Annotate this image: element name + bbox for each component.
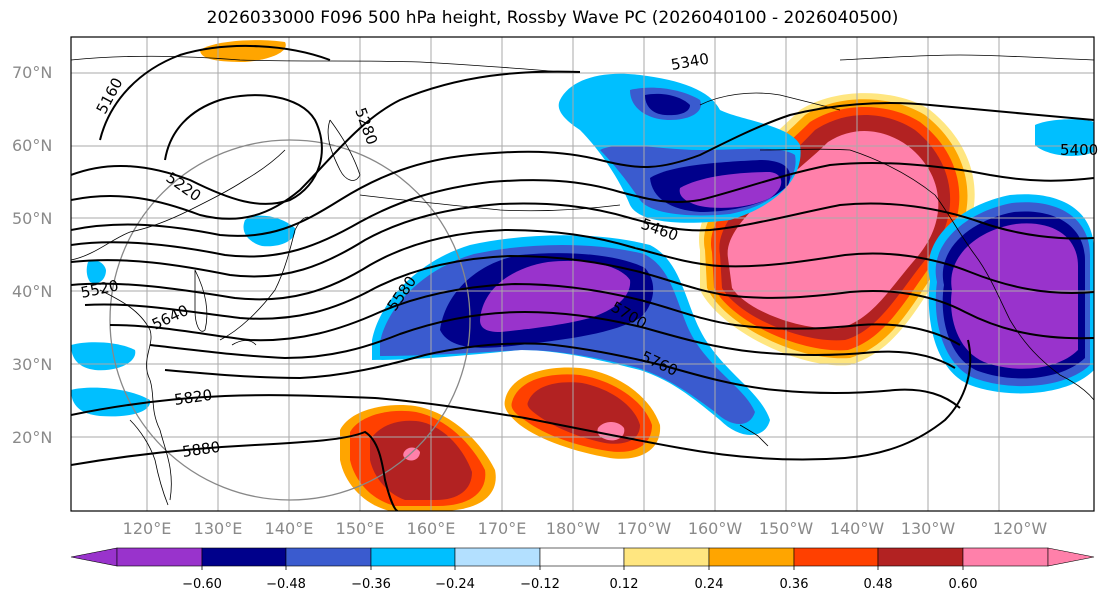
lon-label-150e: 150°E bbox=[336, 519, 385, 538]
lat-label-30n: 30°N bbox=[12, 355, 52, 374]
lat-label-70n: 70°N bbox=[12, 63, 52, 82]
coast-aleutians bbox=[359, 194, 621, 212]
contour-label-5220: 5220 bbox=[163, 169, 205, 206]
colorbar-tick-10: 0.60 bbox=[949, 577, 978, 592]
lon-label-180w: 180°W bbox=[546, 519, 601, 538]
lon-label-120e: 120°E bbox=[123, 519, 172, 538]
colorbar-seg-4 bbox=[370, 547, 456, 567]
neg-anomaly-kamchatka bbox=[1035, 119, 1094, 156]
neg-anomaly-japan-sea bbox=[243, 215, 296, 247]
colorbar-seg-8 bbox=[708, 547, 795, 567]
colorbar-tick-2: −0.48 bbox=[266, 577, 306, 592]
colorbar-tick-4: −0.24 bbox=[435, 577, 475, 592]
lon-label-140w: 140°W bbox=[830, 519, 885, 538]
colorbar-tick-3: −0.36 bbox=[351, 577, 391, 592]
contour-5160 bbox=[99, 44, 331, 141]
contour-5820 bbox=[71, 339, 972, 461]
contour-5580 bbox=[84, 254, 1094, 340]
lon-label-170e: 170°E bbox=[478, 519, 527, 538]
chart-title: 2026033000 F096 500 hPa height, Rossby W… bbox=[206, 8, 899, 28]
lon-label-160e: 160°E bbox=[407, 519, 456, 538]
colorbar-seg-1 bbox=[116, 547, 203, 567]
lat-label-50n: 50°N bbox=[12, 209, 52, 228]
coast-korea bbox=[194, 269, 208, 332]
lat-label-40n: 40°N bbox=[12, 282, 52, 301]
lon-label-130e: 130°E bbox=[194, 519, 243, 538]
contour-5520 bbox=[71, 228, 1094, 301]
coastlines bbox=[71, 54, 1094, 506]
neg-anomaly-china-coast bbox=[71, 342, 136, 371]
coast-arctic-canada bbox=[839, 54, 1094, 61]
colorbar-seg-5 bbox=[454, 547, 541, 567]
pos-anomaly-west-pac-18n-3 bbox=[370, 420, 472, 500]
colorbar-tick-6: 0.12 bbox=[610, 577, 639, 592]
contour-label-5280: 5280 bbox=[351, 105, 381, 147]
contour-5280-west bbox=[71, 70, 581, 220]
coast-siberia-north bbox=[71, 55, 561, 73]
coast-alaska bbox=[699, 92, 936, 196]
contour-label-5880: 5880 bbox=[181, 438, 221, 461]
contour-5340 bbox=[71, 102, 1094, 237]
plot-frame bbox=[70, 36, 1095, 512]
coast-kamchatka bbox=[327, 119, 361, 181]
height-contours bbox=[71, 44, 1094, 511]
contour-label-5340: 5340 bbox=[670, 50, 711, 74]
contour-5640 bbox=[109, 282, 961, 346]
colorbar-extend-max bbox=[1047, 547, 1095, 567]
lon-label-160w: 160°W bbox=[688, 519, 743, 538]
neg-anomaly-chukotka-2 bbox=[645, 93, 690, 116]
range-circle bbox=[109, 139, 471, 501]
contour-label-5520: 5520 bbox=[79, 276, 120, 302]
contour-5700 bbox=[149, 310, 956, 369]
neg-anomaly-south-china bbox=[71, 387, 151, 417]
contour-label-5820: 5820 bbox=[173, 386, 213, 409]
shaded-anomalies bbox=[71, 40, 1094, 511]
colorbar-extend-min bbox=[70, 547, 118, 567]
lon-label-170w: 170°W bbox=[617, 519, 672, 538]
lon-label-150w: 150°W bbox=[759, 519, 814, 538]
contour-5460 bbox=[71, 202, 1094, 278]
lon-label-140e: 140°E bbox=[265, 519, 314, 538]
pos-anomaly-gulf-of-alaska-5 bbox=[727, 130, 939, 329]
coast-japan bbox=[219, 216, 311, 346]
pos-anomaly-arctic bbox=[200, 40, 286, 62]
colorbar-tick-8: 0.36 bbox=[780, 577, 809, 592]
colorbar-seg-7 bbox=[623, 547, 710, 567]
colorbar-tick-1: −0.60 bbox=[182, 577, 222, 592]
colorbar-seg-9 bbox=[793, 547, 879, 567]
colorbar-seg-6 bbox=[539, 547, 625, 567]
colorbar bbox=[70, 547, 1095, 567]
neg-anomaly-north-china bbox=[86, 260, 106, 284]
lat-label-20n: 20°N bbox=[12, 428, 52, 447]
colorbar-seg-10 bbox=[877, 547, 964, 567]
contour-label-5400: 5400 bbox=[1060, 141, 1098, 159]
coast-philippines bbox=[129, 419, 169, 506]
lon-label-130w: 130°W bbox=[901, 519, 956, 538]
colorbar-tick-9: 0.48 bbox=[864, 577, 893, 592]
neg-anomaly-central-pacific-4 bbox=[480, 260, 631, 332]
lat-label-60n: 60°N bbox=[12, 136, 52, 155]
coast-north-america bbox=[934, 194, 1094, 401]
neg-anomaly-western-us-4 bbox=[951, 223, 1078, 369]
colorbar-tick-7: 0.24 bbox=[695, 577, 724, 592]
colorbar-seg-2 bbox=[201, 547, 287, 567]
lon-label-120w: 120°W bbox=[993, 519, 1048, 538]
colorbar-seg-3 bbox=[285, 547, 372, 567]
contour-5880 bbox=[71, 430, 399, 511]
coast-hawaii bbox=[739, 424, 769, 447]
contour-5400 bbox=[71, 162, 1094, 258]
colorbar-ticks bbox=[201, 566, 964, 570]
colorbar-tick-5: −0.12 bbox=[520, 577, 560, 592]
colorbar-seg-11 bbox=[962, 547, 1049, 567]
contour-5760 bbox=[164, 342, 961, 409]
